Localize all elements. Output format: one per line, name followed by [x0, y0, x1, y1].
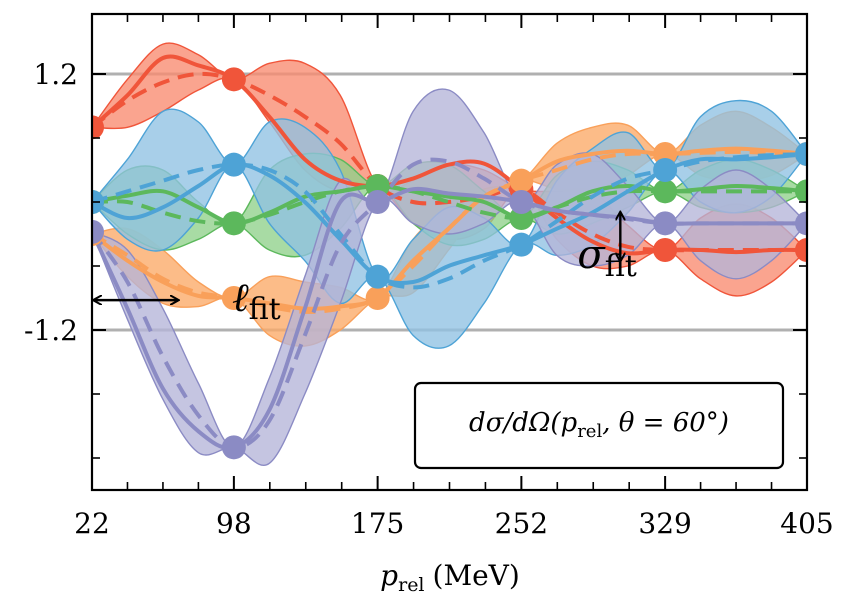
training-points: [92, 67, 807, 460]
x-tick-label-5: 405: [780, 507, 833, 540]
x-tick-label-3: 252: [495, 507, 548, 540]
legend-frame: [413, 381, 785, 470]
length-scale-annotation: ℓfit: [94, 275, 281, 327]
point-orange-2: [365, 286, 390, 310]
point-purple-5: [795, 211, 807, 236]
point-blue-5: [795, 142, 807, 166]
point-blue-1: [221, 152, 246, 177]
point-red-0: [92, 115, 104, 140]
truth-line-blue: [92, 152, 807, 285]
mean-line-green: [92, 183, 807, 226]
legend-text: dσ/dΩ(prel, θ = 60°): [469, 408, 729, 442]
point-green-5: [795, 179, 807, 204]
point-purple-0: [92, 219, 104, 244]
mean-line-purple: [92, 157, 807, 450]
legend-box: dσ/dΩ(prel, θ = 60°): [413, 381, 785, 470]
axis-ticks: 22 98 175 252 329 405 1.2 -1.2: [24, 14, 834, 540]
mean-line-blue: [92, 152, 807, 290]
point-red-5: [795, 238, 807, 262]
plot-area: [92, 42, 807, 466]
point-purple-1: [221, 435, 246, 460]
point-red-4: [653, 238, 678, 262]
mean-line-orange: [92, 149, 807, 314]
x-tick-label-1: 98: [216, 507, 252, 540]
x-tick-label-4: 329: [638, 507, 691, 540]
point-blue-2: [365, 264, 390, 289]
length-scale-label: ℓfit: [232, 275, 281, 327]
point-purple-4: [653, 211, 678, 236]
point-blue-3: [509, 232, 534, 257]
point-orange-3: [509, 168, 534, 193]
point-purple-2: [365, 190, 390, 214]
mean-line-red: [92, 71, 807, 253]
x-tick-label-2: 175: [351, 507, 404, 540]
point-green-4: [653, 179, 678, 204]
x-axis-label: prel (MeV): [380, 559, 520, 596]
amplitude-annotation: σfit: [577, 213, 637, 284]
point-purple-3: [509, 190, 534, 214]
y-tick-label-0: 1.2: [33, 58, 78, 91]
y-tick-label-1: -1.2: [24, 314, 78, 347]
x-tick-label-0: 22: [74, 507, 110, 540]
point-blue-4: [653, 158, 678, 182]
point-green-1: [221, 211, 246, 236]
series-lines: [92, 54, 807, 451]
point-orange-1: [221, 286, 246, 310]
truth-line-red: [92, 54, 807, 256]
amplitude-label: σfit: [577, 232, 636, 284]
point-red-1: [221, 67, 246, 92]
